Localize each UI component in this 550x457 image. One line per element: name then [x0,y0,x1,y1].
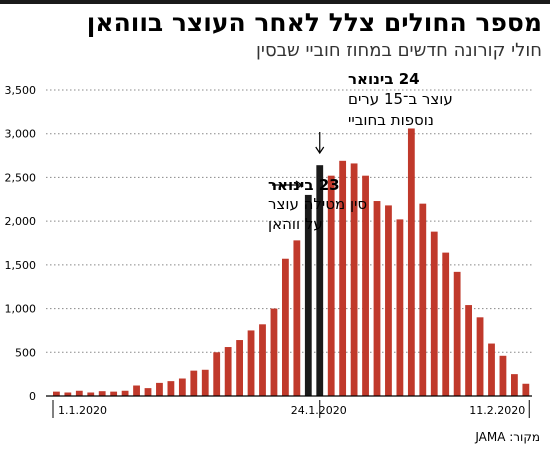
highlight-bar [316,165,324,396]
bar [327,175,335,396]
bar [282,258,289,396]
bar [178,378,186,396]
chart-title: מספר החולים צלל לאחר העוצר בווהאן [86,8,542,37]
bar [522,383,530,396]
bar [476,317,484,396]
source-note: מקור: JAMA [475,430,540,444]
bar [236,340,243,396]
bar [465,305,472,396]
bar [499,355,507,396]
x-date-label: 1.1.2020 [58,404,107,417]
y-tick-label: 3,000 [5,128,37,141]
y-tick-label: 2,500 [5,171,37,184]
annotation-text: עוצר ב־15 ערים [348,90,453,108]
bar [339,160,347,396]
annotation-arrowhead [295,180,303,190]
annotation-arrowhead [315,146,325,155]
bar [53,391,60,396]
annotation-date: 24 בינואר [348,70,420,88]
bar [224,347,232,396]
bar [270,308,278,396]
bar [64,392,72,396]
bar [98,391,106,396]
bar [396,219,404,396]
y-tick-label: 1,000 [5,303,37,316]
bar [293,240,301,396]
bar [75,390,83,396]
bar [259,324,266,396]
y-tick-label: 1,500 [5,259,37,272]
bar [87,392,95,396]
bar [190,370,198,396]
bar [407,128,415,396]
bar [247,330,255,396]
bar [511,374,518,396]
bar [373,201,381,396]
annotation-text: על ווהאן [268,215,323,233]
bar [167,381,175,396]
y-tick-label: 3,500 [5,84,37,97]
annotation-text: נוספות בחוביי [348,111,434,129]
y-tick-label: 2,000 [5,215,37,228]
bar [350,163,358,396]
bar [419,203,427,396]
x-date-label: 11.2.2020 [469,404,525,417]
bar [453,271,461,396]
bar [156,382,163,396]
bar [488,343,495,396]
bar [144,388,152,396]
bar [430,231,438,396]
y-tick-label: 0 [29,390,36,403]
highlight-bar [304,194,312,396]
annotation-text: סין מטילה עוצר [268,195,367,213]
top-rule [0,0,550,4]
x-date-label: 24.1.2020 [291,404,347,417]
y-tick-label: 500 [15,346,36,359]
bar [201,369,209,396]
bar [213,352,221,396]
annotation-date: 23 בינואר [268,176,340,194]
bar [385,205,392,396]
bar [442,252,450,396]
bar [133,385,140,396]
bar [121,390,129,396]
chart-subtitle: חולי קורונה חדשים במחוז חוביי שבסין [256,40,542,61]
bar [362,175,369,396]
bar [110,391,118,396]
